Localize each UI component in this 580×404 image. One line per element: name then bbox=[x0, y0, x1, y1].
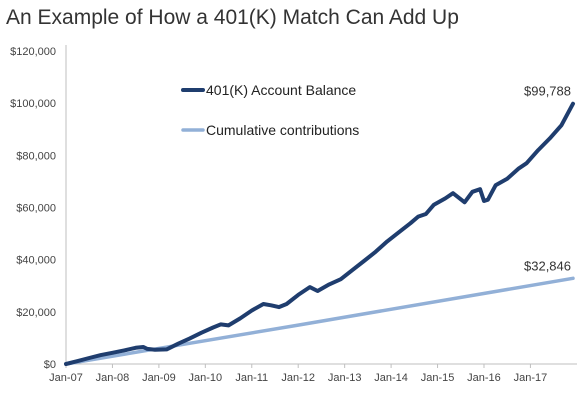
x-tick-label: Jan-13 bbox=[328, 372, 362, 384]
x-tick-label: Jan-11 bbox=[235, 372, 268, 384]
series-line-cumulative-contributions bbox=[64, 276, 575, 366]
series-line-account-balance bbox=[64, 101, 575, 366]
y-tick-label: $120,000 bbox=[10, 46, 56, 58]
y-tick-label: $20,000 bbox=[16, 307, 56, 319]
annotations: $99,788 $32,846 bbox=[524, 84, 571, 274]
x-tick-label: Jan-15 bbox=[421, 372, 455, 384]
series-lines bbox=[64, 101, 575, 366]
end-value-label: $99,788 bbox=[524, 84, 571, 99]
legend: 401(K) Account Balance Cumulative contrib… bbox=[181, 82, 359, 138]
y-tick-label: $60,000 bbox=[16, 203, 56, 215]
y-tick-label: $40,000 bbox=[16, 255, 56, 267]
x-tick-label: Jan-10 bbox=[189, 372, 223, 384]
axes: $0 $20,000 $40,000 $60,000 $80,000 $100,000 $1… bbox=[10, 45, 577, 384]
legend-label: 401(K) Account Balance bbox=[206, 82, 356, 98]
y-tick-label: $100,000 bbox=[10, 98, 56, 110]
x-tick-label: Jan-17 bbox=[514, 372, 548, 384]
legend-label: Cumulative contributions bbox=[206, 122, 359, 138]
end-value-label: $32,846 bbox=[524, 258, 571, 273]
x-tick-label: Jan-08 bbox=[96, 372, 130, 384]
x-tick-label: Jan-09 bbox=[142, 372, 176, 384]
y-tick-label: $80,000 bbox=[16, 150, 56, 162]
y-tick-label: $0 bbox=[44, 359, 56, 371]
x-tick-label: Jan-12 bbox=[281, 372, 315, 384]
x-tick-label: Jan-14 bbox=[374, 372, 408, 384]
chart-title: An Example of How a 401(K) Match Can Add… bbox=[6, 6, 459, 29]
x-tick-label: Jan-07 bbox=[49, 372, 83, 384]
x-tick-label: Jan-16 bbox=[467, 372, 501, 384]
